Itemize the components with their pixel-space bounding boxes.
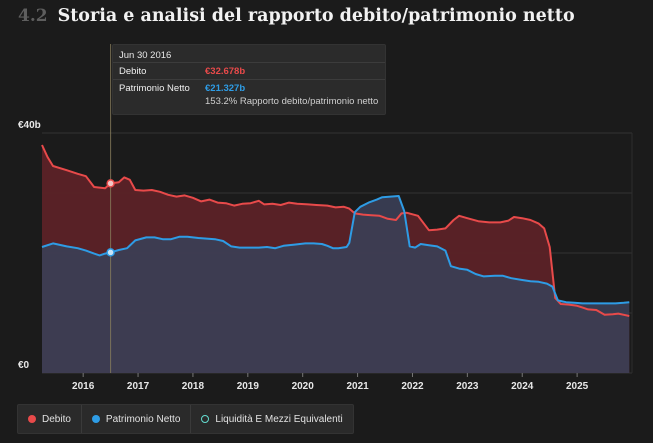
legend-item-cash[interactable]: Liquidità E Mezzi Equivalenti — [191, 405, 352, 433]
x-tick-label: 2022 — [401, 381, 424, 392]
debt-hover-point — [106, 179, 115, 188]
x-tick-label: 2021 — [346, 381, 369, 392]
x-tick-label: 2024 — [511, 381, 534, 392]
x-axis: 2016 2017 2018 2019 2020 2021 2022 2023 2024 2025 — [72, 373, 589, 392]
tooltip-debt-label: Debito — [119, 66, 147, 77]
x-tick-label: 2019 — [237, 381, 260, 392]
x-tick-label: 2020 — [292, 381, 315, 392]
equity-series-line — [41, 195, 630, 305]
x-tick-label: 2023 — [456, 381, 479, 392]
section-header: 4.2 Storia e analisi del rapporto debito… — [18, 6, 575, 30]
x-tick-label: 2018 — [182, 381, 205, 392]
y-tick-label: €40b — [18, 120, 41, 131]
tooltip: Jun 30 2016 Debito €32.678b Patrimonio N… — [112, 44, 386, 115]
legend-equity-label: Patrimonio Netto — [105, 413, 181, 425]
equity-hover-point — [106, 248, 115, 257]
legend-debt-label: Debito — [42, 413, 71, 425]
tooltip-date: Jun 30 2016 — [119, 50, 172, 61]
tooltip-equity-value: €21.327b — [205, 83, 246, 94]
section-number: 4.2 — [18, 6, 48, 26]
x-tick-label: 2017 — [127, 381, 150, 392]
x-tick-label: 2025 — [566, 381, 589, 392]
y-axis: €0 €40b — [18, 120, 41, 371]
tooltip-debt-value: €32.678b — [205, 66, 246, 77]
equity-dot-icon — [91, 415, 100, 423]
y-tick-label: €0 — [18, 360, 30, 371]
equity-area — [42, 196, 630, 373]
tooltip-debt-row: Debito €32.678b — [113, 62, 385, 80]
marker-layer — [106, 44, 115, 373]
legend-item-equity[interactable]: Patrimonio Netto — [82, 405, 192, 433]
x-tick-label: 2016 — [72, 381, 95, 392]
tooltip-equity-label: Patrimonio Netto — [119, 83, 190, 94]
cash-ring-icon — [201, 415, 210, 423]
debt-series-line — [41, 144, 630, 317]
debt-dot-icon — [28, 415, 36, 423]
chart-legend: Debito Patrimonio Netto Liquidità E Mezz… — [17, 404, 354, 434]
tooltip-ratio: 153.2% Rapporto debito/patrimonio netto — [205, 96, 379, 107]
page-title: Storia e analisi del rapporto debito/pat… — [57, 6, 575, 26]
line-layer — [41, 144, 630, 317]
tooltip-equity-row: Patrimonio Netto €21.327b — [113, 79, 385, 97]
legend-item-debt[interactable]: Debito — [18, 405, 82, 433]
area-layer — [42, 145, 630, 373]
legend-cash-label: Liquidità E Mezzi Equivalenti — [215, 413, 343, 425]
